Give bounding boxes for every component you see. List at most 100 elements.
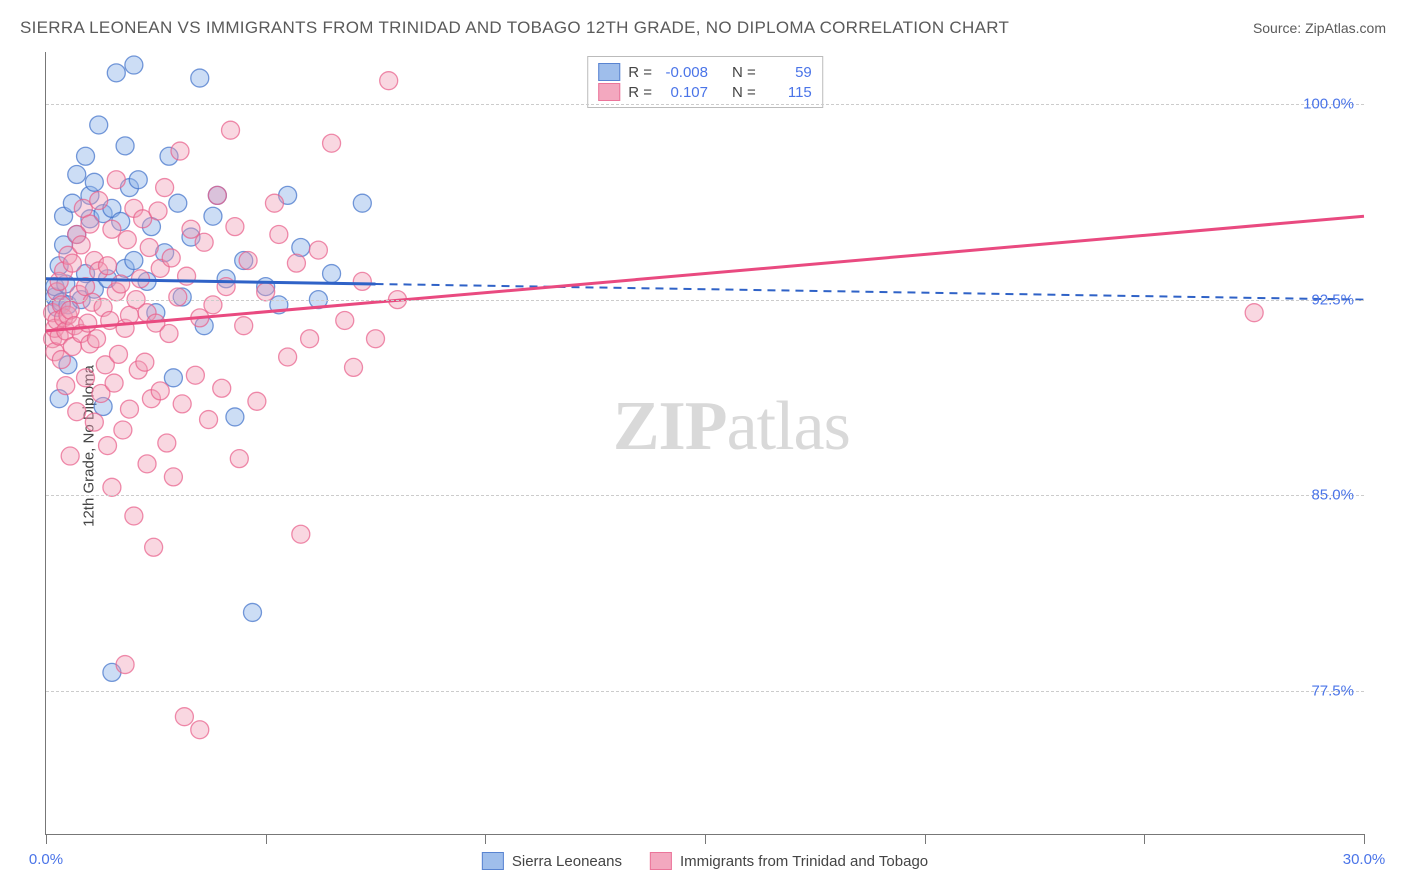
scatter-point-pink — [72, 236, 90, 254]
scatter-point-pink — [99, 257, 117, 275]
scatter-point-pink — [81, 215, 99, 233]
scatter-point-pink — [287, 254, 305, 272]
xtick — [46, 834, 47, 844]
legend-stats-row-pink: R = 0.107 N = 115 — [598, 83, 812, 101]
scatter-point-blue — [129, 171, 147, 189]
gridline-h — [46, 300, 1364, 301]
scatter-point-pink — [257, 283, 275, 301]
swatch-pink — [598, 83, 620, 101]
scatter-point-pink — [323, 134, 341, 152]
r-value-pink: 0.107 — [660, 84, 708, 101]
scatter-point-pink — [149, 202, 167, 220]
chart-title: SIERRA LEONEAN VS IMMIGRANTS FROM TRINID… — [20, 18, 1009, 38]
source-label: Source: ZipAtlas.com — [1253, 20, 1386, 36]
xtick — [266, 834, 267, 844]
scatter-point-blue — [116, 137, 134, 155]
scatter-point-pink — [270, 225, 288, 243]
title-bar: SIERRA LEONEAN VS IMMIGRANTS FROM TRINID… — [20, 18, 1386, 38]
ytick-label: 100.0% — [1303, 96, 1354, 113]
scatter-point-blue — [243, 603, 261, 621]
scatter-point-blue — [107, 64, 125, 82]
scatter-point-blue — [125, 56, 143, 74]
scatter-point-pink — [235, 317, 253, 335]
legend-stats: R = -0.008 N = 59 R = 0.107 N = 115 — [587, 56, 823, 108]
scatter-point-pink — [99, 437, 117, 455]
gridline-h — [46, 691, 1364, 692]
scatter-point-pink — [145, 538, 163, 556]
scatter-point-pink — [88, 330, 106, 348]
scatter-point-pink — [195, 233, 213, 251]
legend-stats-row-blue: R = -0.008 N = 59 — [598, 63, 812, 81]
swatch-blue-2 — [482, 852, 504, 870]
scatter-point-blue — [191, 69, 209, 87]
scatter-point-pink — [109, 345, 127, 363]
scatter-point-pink — [1245, 304, 1263, 322]
scatter-point-pink — [186, 366, 204, 384]
scatter-point-pink — [79, 314, 97, 332]
scatter-point-pink — [208, 186, 226, 204]
scatter-point-pink — [136, 353, 154, 371]
scatter-point-pink — [169, 288, 187, 306]
xtick — [1364, 834, 1365, 844]
scatter-point-pink — [112, 275, 130, 293]
scatter-point-pink — [173, 395, 191, 413]
scatter-point-pink — [380, 72, 398, 90]
r-value-blue: -0.008 — [660, 64, 708, 81]
scatter-point-pink — [309, 241, 327, 259]
scatter-point-blue — [85, 173, 103, 191]
scatter-point-pink — [103, 478, 121, 496]
scatter-point-pink — [213, 379, 231, 397]
scatter-point-pink — [292, 525, 310, 543]
scatter-point-pink — [68, 403, 86, 421]
scatter-point-pink — [164, 468, 182, 486]
ytick-label: 92.5% — [1311, 291, 1354, 308]
legend-series: Sierra Leoneans Immigrants from Trinidad… — [482, 852, 928, 870]
swatch-pink-2 — [650, 852, 672, 870]
scatter-point-pink — [336, 311, 354, 329]
scatter-point-pink — [63, 254, 81, 272]
scatter-point-pink — [204, 296, 222, 314]
scatter-point-pink — [353, 272, 371, 290]
scatter-point-blue — [169, 194, 187, 212]
n-value-blue: 59 — [764, 64, 812, 81]
scatter-point-pink — [301, 330, 319, 348]
legend-item-blue: Sierra Leoneans — [482, 852, 622, 870]
scatter-point-blue — [323, 265, 341, 283]
xtick — [705, 834, 706, 844]
scatter-point-pink — [151, 382, 169, 400]
scatter-point-blue — [125, 252, 143, 270]
scatter-point-pink — [162, 249, 180, 267]
scatter-point-blue — [204, 207, 222, 225]
chart-svg — [46, 52, 1364, 834]
legend-item-pink: Immigrants from Trinidad and Tobago — [650, 852, 928, 870]
scatter-point-pink — [140, 239, 158, 257]
xtick — [485, 834, 486, 844]
scatter-point-pink — [239, 252, 257, 270]
scatter-point-pink — [160, 325, 178, 343]
scatter-point-pink — [171, 142, 189, 160]
scatter-point-pink — [138, 455, 156, 473]
scatter-point-pink — [345, 358, 363, 376]
scatter-point-pink — [61, 447, 79, 465]
xtick — [1144, 834, 1145, 844]
scatter-point-pink — [77, 369, 95, 387]
scatter-point-blue — [353, 194, 371, 212]
trendline-dash-blue — [376, 284, 1365, 300]
legend-label-blue: Sierra Leoneans — [512, 853, 622, 870]
scatter-point-pink — [114, 421, 132, 439]
scatter-point-pink — [222, 121, 240, 139]
xtick-label: 30.0% — [1343, 851, 1386, 868]
plot-area: ZIPatlas R = -0.008 N = 59 R = 0.107 N =… — [45, 52, 1364, 835]
legend-label-pink: Immigrants from Trinidad and Tobago — [680, 853, 928, 870]
scatter-point-pink — [367, 330, 385, 348]
scatter-point-pink — [156, 179, 174, 197]
ytick-label: 77.5% — [1311, 682, 1354, 699]
scatter-point-pink — [118, 231, 136, 249]
swatch-blue — [598, 63, 620, 81]
ytick-label: 85.0% — [1311, 487, 1354, 504]
scatter-point-pink — [226, 218, 244, 236]
xtick-label: 0.0% — [29, 851, 63, 868]
scatter-point-pink — [248, 392, 266, 410]
scatter-point-blue — [90, 116, 108, 134]
scatter-point-blue — [68, 166, 86, 184]
